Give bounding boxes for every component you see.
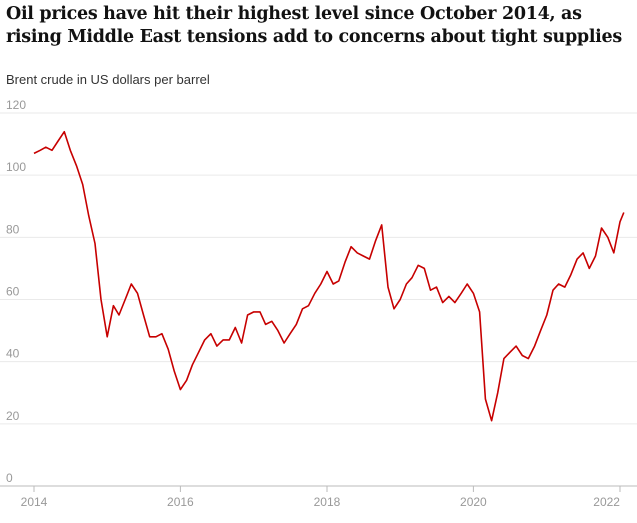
y-axis-ticks: 0 20 40 60 80 100 120 <box>6 98 26 485</box>
y-tick-label: 120 <box>6 98 26 112</box>
y-tick-label: 100 <box>6 160 26 174</box>
y-tick-label: 0 <box>6 471 13 485</box>
x-tick-label: 2018 <box>314 495 341 509</box>
x-tick-label: 2014 <box>21 495 48 509</box>
y-tick-label: 80 <box>6 222 20 236</box>
y-tick-label: 40 <box>6 347 20 361</box>
line-chart: 0 20 40 60 80 100 120 2014 2016 2018 2020 2022 <box>0 0 637 523</box>
gridlines <box>0 113 637 424</box>
x-tick-label: 2022 <box>593 495 620 509</box>
x-tick-label: 2020 <box>460 495 487 509</box>
y-tick-label: 60 <box>6 285 20 299</box>
x-axis-ticks: 2014 2016 2018 2020 2022 <box>21 486 621 509</box>
y-tick-label: 20 <box>6 409 20 423</box>
x-tick-label: 2016 <box>167 495 194 509</box>
